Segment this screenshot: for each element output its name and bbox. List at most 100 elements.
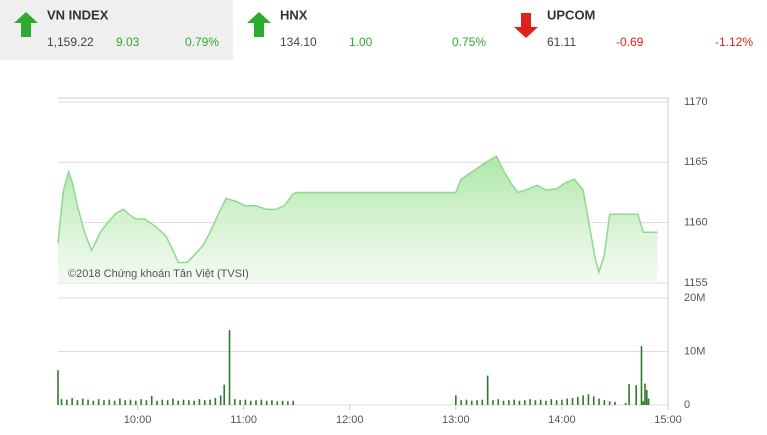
index-change: 1.00 bbox=[349, 35, 373, 49]
y-tick-label: 10M bbox=[684, 345, 705, 357]
volume-bar bbox=[529, 399, 531, 405]
volume-bar bbox=[645, 390, 648, 405]
index-name: VN INDEX bbox=[47, 7, 109, 22]
volume-bar bbox=[460, 400, 462, 405]
volume-bar bbox=[249, 400, 252, 405]
volume-bar bbox=[470, 400, 473, 405]
volume-bar bbox=[455, 395, 457, 405]
volume-bar bbox=[76, 400, 79, 405]
volume-bar bbox=[57, 370, 59, 405]
volume-bar bbox=[223, 384, 226, 405]
volume-bar bbox=[166, 400, 169, 405]
index-change: -0.69 bbox=[616, 35, 644, 49]
volume-bar bbox=[486, 375, 489, 405]
y-tick-label: 20M bbox=[684, 292, 705, 304]
volume-bar bbox=[134, 400, 137, 405]
volume-bar bbox=[550, 399, 553, 405]
volume-bar bbox=[271, 400, 273, 405]
index-panel-selected bbox=[0, 0, 233, 60]
index-percent: -1.12% bbox=[715, 35, 753, 49]
volume-bar bbox=[502, 400, 505, 405]
x-tick-label: 14:00 bbox=[548, 414, 576, 426]
volume-bar bbox=[71, 398, 73, 405]
index-value: 134.10 bbox=[280, 35, 317, 49]
volume-bar bbox=[642, 401, 645, 405]
volume-bar bbox=[644, 383, 646, 405]
volume-bar bbox=[129, 399, 132, 405]
volume-bar bbox=[188, 400, 190, 405]
x-tick-label: 15:00 bbox=[654, 414, 682, 426]
index-value: 61.11 bbox=[547, 35, 576, 49]
volume-bar bbox=[161, 399, 164, 405]
volume-bar bbox=[287, 401, 289, 405]
volume-bar bbox=[97, 399, 100, 405]
volume-bar bbox=[214, 398, 217, 405]
direction-arrow bbox=[14, 12, 38, 37]
y-tick-label: 1155 bbox=[684, 277, 708, 289]
volume-bar bbox=[92, 400, 95, 405]
volume-bar bbox=[647, 398, 650, 405]
volume-bar bbox=[228, 330, 231, 405]
y-tick-label: 1170 bbox=[684, 96, 708, 108]
volume-bar bbox=[60, 399, 63, 405]
volume-bar bbox=[582, 395, 584, 405]
volume-bar bbox=[150, 395, 153, 405]
volume-bar bbox=[244, 399, 247, 405]
volume-bar bbox=[124, 400, 126, 405]
volume-bar bbox=[198, 399, 201, 405]
y-tick-label: 1165 bbox=[684, 156, 708, 168]
x-tick-label: 11:00 bbox=[230, 414, 257, 426]
volume-bar bbox=[87, 399, 89, 405]
volume-bar bbox=[497, 399, 500, 405]
volume-bar bbox=[113, 400, 116, 405]
volume-bar bbox=[624, 402, 627, 405]
index-change: 9.03 bbox=[116, 35, 140, 49]
direction-arrow bbox=[514, 13, 538, 38]
volume-bar bbox=[145, 400, 148, 405]
price-area bbox=[58, 156, 658, 283]
volume-bar bbox=[119, 398, 121, 405]
volume-bar bbox=[203, 400, 206, 405]
x-tick-label: 12:00 bbox=[336, 414, 364, 426]
x-tick-label: 13:00 bbox=[442, 414, 470, 426]
volume-bar bbox=[492, 400, 494, 405]
index-name: HNX bbox=[280, 7, 308, 22]
volume-bar bbox=[193, 400, 195, 405]
volume-bar bbox=[545, 400, 547, 405]
volume-bar bbox=[592, 396, 595, 405]
volume-bar bbox=[555, 400, 558, 405]
volume-bar bbox=[628, 384, 630, 405]
volume-bar bbox=[66, 399, 68, 405]
volume-bar bbox=[577, 396, 579, 405]
price-line bbox=[57, 155, 658, 275]
volume-bar bbox=[172, 398, 174, 405]
y-tick-label: 1160 bbox=[684, 217, 708, 229]
direction-arrow bbox=[247, 12, 271, 37]
volume-bar bbox=[81, 398, 84, 405]
volume-bar bbox=[108, 399, 111, 405]
volume-bar bbox=[513, 399, 515, 405]
volume-bar bbox=[260, 399, 263, 405]
volume-bar bbox=[614, 401, 616, 405]
volume-bar bbox=[640, 346, 643, 405]
volume-bar bbox=[481, 399, 484, 405]
volume-bar bbox=[523, 400, 526, 405]
volume-bar bbox=[561, 399, 563, 405]
watermark: ©2018 Chứng khoán Tân Việt (TVSI) bbox=[68, 268, 249, 280]
index-name: UPCOM bbox=[547, 7, 595, 22]
volume-bar bbox=[177, 400, 180, 405]
volume-bar bbox=[566, 398, 569, 405]
volume-bar bbox=[635, 385, 637, 405]
volume-bar bbox=[219, 395, 222, 405]
volume-bar bbox=[276, 401, 279, 405]
volume-bar bbox=[292, 400, 294, 405]
volume-bar bbox=[539, 399, 542, 405]
volume-bar bbox=[534, 400, 537, 405]
volume-bar bbox=[255, 400, 257, 405]
volume-bar bbox=[508, 400, 510, 405]
volume-bar bbox=[103, 400, 105, 405]
index-percent: 0.75% bbox=[452, 35, 486, 49]
volume-bar bbox=[465, 399, 468, 405]
volume-bar bbox=[476, 400, 478, 405]
